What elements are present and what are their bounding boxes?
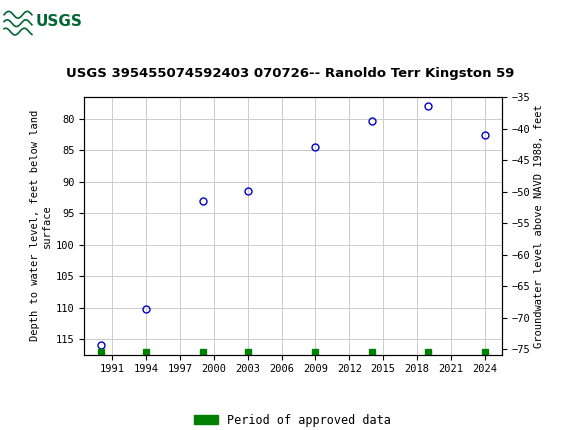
Text: USGS: USGS	[36, 14, 83, 28]
Y-axis label: Depth to water level, feet below land
surface: Depth to water level, feet below land su…	[30, 110, 52, 341]
Bar	[3, 3, 58, 39]
Text: USGS 395455074592403 070726-- Ranoldo Terr Kingston 59: USGS 395455074592403 070726-- Ranoldo Te…	[66, 67, 514, 80]
Y-axis label: Groundwater level above NAVD 1988, feet: Groundwater level above NAVD 1988, feet	[534, 104, 545, 347]
Legend: Period of approved data: Period of approved data	[190, 409, 396, 430]
